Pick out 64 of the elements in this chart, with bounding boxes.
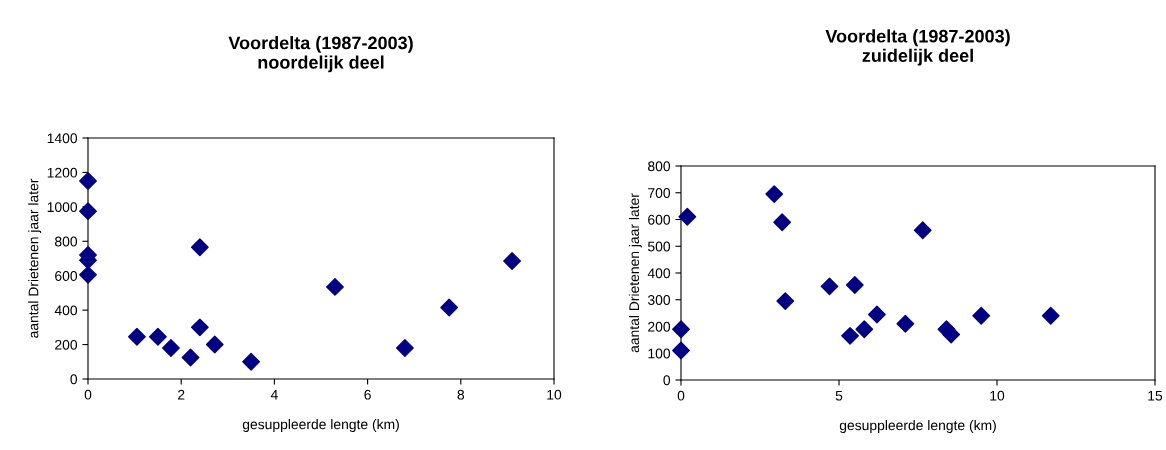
y-tick-label: 500 (647, 241, 671, 252)
x-tick-label: 6 (364, 389, 371, 400)
y-tick-label: 800 (55, 236, 78, 247)
y-tick-label: 300 (647, 295, 671, 305)
y-tick-label: 1000 (47, 202, 78, 213)
y-tick-label: 400 (647, 268, 671, 279)
point (678, 207, 697, 226)
x-tick-label: 15 (1148, 390, 1163, 401)
point (128, 327, 146, 346)
point (440, 298, 459, 317)
point (205, 335, 224, 354)
chart-title: Voordelta (1987-2003) zuidelijk deel (825, 29, 1010, 66)
point (913, 221, 932, 240)
point (79, 265, 97, 284)
point (972, 306, 991, 325)
point (773, 213, 792, 232)
point (868, 305, 886, 324)
point (776, 292, 795, 310)
y-tick-label: 200 (55, 339, 78, 350)
x-tick-label: 0 (677, 390, 685, 401)
y-tick-label: 400 (54, 305, 78, 316)
y-axis-title: aantal Drietenen jaar later (28, 178, 42, 338)
y-tick-label: 600 (55, 271, 78, 281)
point (672, 341, 690, 360)
point (395, 339, 414, 357)
point (896, 314, 915, 333)
x-tick-label: 0 (84, 389, 92, 400)
y-tick-label: 800 (648, 161, 671, 172)
point (148, 327, 167, 346)
x-tick-label: 10 (547, 389, 562, 400)
x-tick-label: 10 (990, 390, 1005, 401)
point (765, 185, 784, 203)
y-tick-label: 1200 (47, 167, 78, 178)
point (190, 318, 209, 337)
x-tick-label: 5 (835, 390, 843, 401)
y-tick-label: 0 (70, 374, 78, 385)
y-tick-label: 0 (663, 375, 671, 386)
x-axis-title: gesuppleerde lengte (km) (242, 419, 399, 432)
y-tick-label: 100 (648, 348, 671, 359)
point (1041, 306, 1060, 325)
point (503, 252, 521, 270)
point (820, 277, 839, 296)
point (942, 325, 961, 344)
point (162, 339, 180, 357)
x-tick-label: 4 (270, 389, 278, 400)
chart-title: Voordelta (1987-2003) noordelijk deel (228, 36, 413, 73)
x-tick-label: 2 (178, 389, 185, 400)
x-tick-label: 8 (457, 389, 465, 400)
point (79, 172, 97, 190)
y-tick-label: 200 (648, 321, 671, 332)
y-tick-label: 1400 (47, 133, 78, 144)
point (181, 348, 200, 367)
y-tick-label: 600 (648, 214, 671, 225)
point (79, 202, 97, 221)
point (326, 277, 344, 296)
point (845, 276, 864, 294)
point (855, 320, 874, 339)
point (190, 238, 209, 257)
y-axis-title: aantal Drietenen jaar later (628, 193, 642, 353)
y-tick-label: 700 (648, 188, 671, 198)
x-axis-title: gesuppleerde lengte (km) (839, 420, 996, 433)
point (672, 320, 690, 339)
point (242, 352, 261, 371)
point (841, 326, 859, 345)
